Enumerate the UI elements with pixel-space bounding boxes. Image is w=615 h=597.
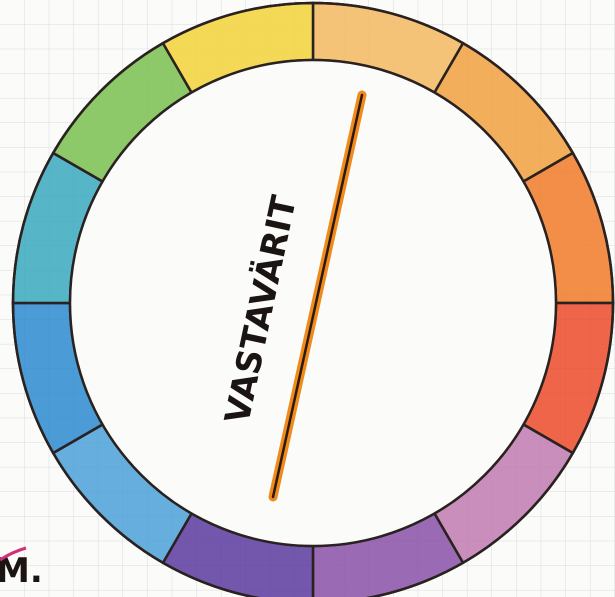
outer-ring (11, 1, 615, 597)
pink-mark (0, 546, 27, 562)
corner-note: M. (0, 551, 43, 591)
complement-line (271, 93, 364, 499)
